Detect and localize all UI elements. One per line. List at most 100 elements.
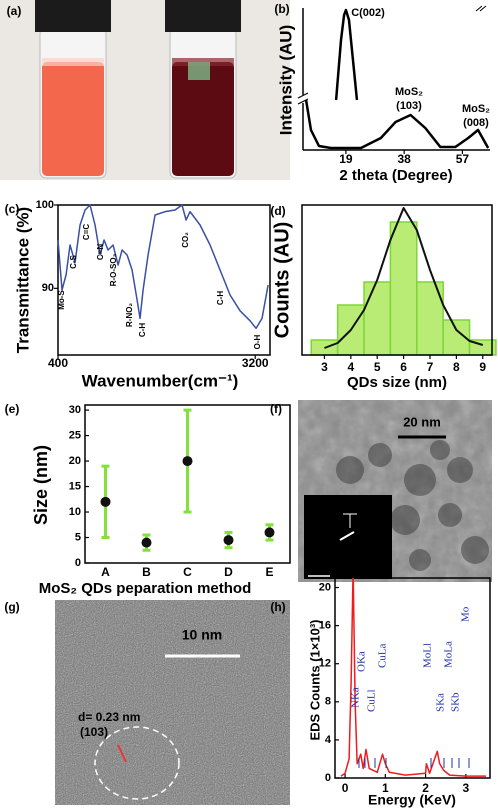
y-axis-title: Counts (AU) — [271, 222, 293, 339]
y-tick-label: 0 — [75, 557, 81, 569]
peak-label: (103) — [396, 100, 422, 112]
inset-scale-label: 5 1/nm — [307, 565, 329, 572]
peak-label: MoLa — [443, 641, 455, 668]
x-tick-label: 3 — [321, 360, 328, 374]
y-tick-label: 20 — [319, 581, 331, 593]
x-tick-label: 2 — [422, 781, 429, 795]
vial-sticker — [188, 62, 210, 80]
vial-cap — [165, 0, 241, 32]
scale-bar-label: 20 nm — [403, 414, 441, 429]
vial-liquid — [172, 62, 234, 176]
data-line — [324, 207, 484, 349]
nanoparticle — [404, 464, 436, 496]
panel-label: (e) — [5, 402, 20, 416]
data-line — [340, 578, 486, 777]
y-axis-title: Transmittance (%) — [13, 207, 32, 353]
x-tick-label: 19 — [339, 152, 353, 166]
y-tick-label: 100 — [36, 199, 54, 211]
y-axis-title: Size (nm) — [31, 445, 51, 525]
y-tick-label: 15 — [69, 480, 81, 492]
y-tick-label: 16 — [319, 620, 331, 632]
inset-text: d = 1/R = 0.23 nm — [319, 505, 376, 512]
x-axis-title: QDs size (nm) — [347, 374, 447, 391]
panel-label: (b) — [274, 2, 289, 16]
x-tick-label: D — [224, 565, 233, 579]
histogram-bar — [389, 221, 418, 356]
peak-label: SKb — [450, 692, 462, 712]
nanoparticle — [336, 456, 364, 484]
y-tick-label: 12 — [319, 658, 331, 670]
y-axis-title: Intensity (AU) — [276, 25, 295, 136]
nanoparticle — [438, 503, 462, 527]
band-label: O-H — [253, 334, 262, 349]
x-tick-label: 3200 — [242, 356, 269, 370]
x-tick-label: 400 — [48, 356, 68, 370]
x-tick-label: 8 — [453, 360, 460, 374]
x-tick-label: 5 — [374, 360, 381, 374]
peak-label: MoS₂ — [462, 103, 490, 115]
x-tick-label: 38 — [397, 152, 411, 166]
d-spacing-label: d= 0.23 nm — [78, 710, 140, 724]
band-label: C-S — [69, 254, 78, 268]
band-label: C-H — [216, 291, 225, 305]
data-line — [304, 8, 490, 150]
x-tick-label: 3 — [463, 781, 470, 795]
band-label: C=C — [82, 224, 91, 240]
band-label: R-O-SO₃ — [109, 253, 118, 286]
vial-meniscus — [42, 58, 104, 66]
data-line — [57, 204, 269, 330]
data-point — [223, 535, 234, 546]
y-tick-label: 10 — [69, 506, 81, 518]
data-point — [182, 456, 193, 467]
x-axis-title: Energy (KeV) — [368, 792, 456, 808]
y-axis-title: EDS Counts (1×10³) — [307, 620, 322, 741]
scale-bar-label: 10 nm — [182, 627, 222, 643]
panel-label: (a) — [7, 4, 22, 18]
y-tick-label: 4 — [325, 734, 332, 746]
data-point — [264, 527, 275, 538]
x-tick-label: 9 — [479, 360, 486, 374]
data-point — [141, 537, 152, 548]
inset — [304, 495, 392, 579]
peak-label: OKa — [356, 651, 368, 672]
plot-frame — [84, 404, 291, 564]
nanoparticle — [461, 536, 489, 564]
y-tick-label: 25 — [69, 429, 81, 441]
panel-label: (c) — [5, 202, 20, 216]
plot-frame — [301, 204, 493, 356]
plot-frame — [57, 204, 271, 356]
peak-label: CuLl — [366, 689, 378, 712]
lattice-marker — [117, 744, 127, 763]
x-tick-label: A — [101, 565, 110, 579]
plot-frame — [334, 577, 491, 779]
x-tick-label: 7 — [427, 360, 434, 374]
axis-break — [297, 92, 309, 105]
panel-label: (d) — [270, 204, 285, 218]
band-label: CO₂ — [181, 232, 190, 248]
y-tick-label: 0 — [325, 772, 331, 784]
y-tick-label: 20 — [69, 455, 81, 467]
particle-outline — [94, 726, 180, 800]
band-label: C-H — [138, 323, 147, 337]
nanoparticle — [368, 443, 392, 467]
vial-cap — [35, 0, 111, 32]
peak-label: MoS₂ — [395, 86, 423, 98]
x-axis-title: MoS₂ QDs peparation method — [39, 580, 252, 597]
peak-label: SKa — [435, 693, 447, 712]
x-tick-label: C — [183, 565, 192, 579]
hrtem-noise — [55, 600, 290, 805]
x-axis-title: Wavenumber(cm⁻¹) — [82, 371, 239, 390]
vial-liquid — [42, 62, 104, 176]
panel-label: (h) — [270, 600, 285, 614]
nanoparticle — [447, 457, 473, 483]
x-tick-label: 4 — [347, 360, 354, 374]
peak-label: CuLa — [377, 643, 389, 668]
data-point — [100, 496, 111, 507]
x-axis-title: 2 theta (Degree) — [339, 167, 452, 184]
x-tick-label: 57 — [456, 152, 470, 166]
nanoparticle — [390, 505, 420, 535]
y-tick-label: 30 — [69, 404, 81, 416]
band-label: R-NO₂ — [125, 303, 134, 327]
panel-label: (g) — [4, 600, 19, 614]
